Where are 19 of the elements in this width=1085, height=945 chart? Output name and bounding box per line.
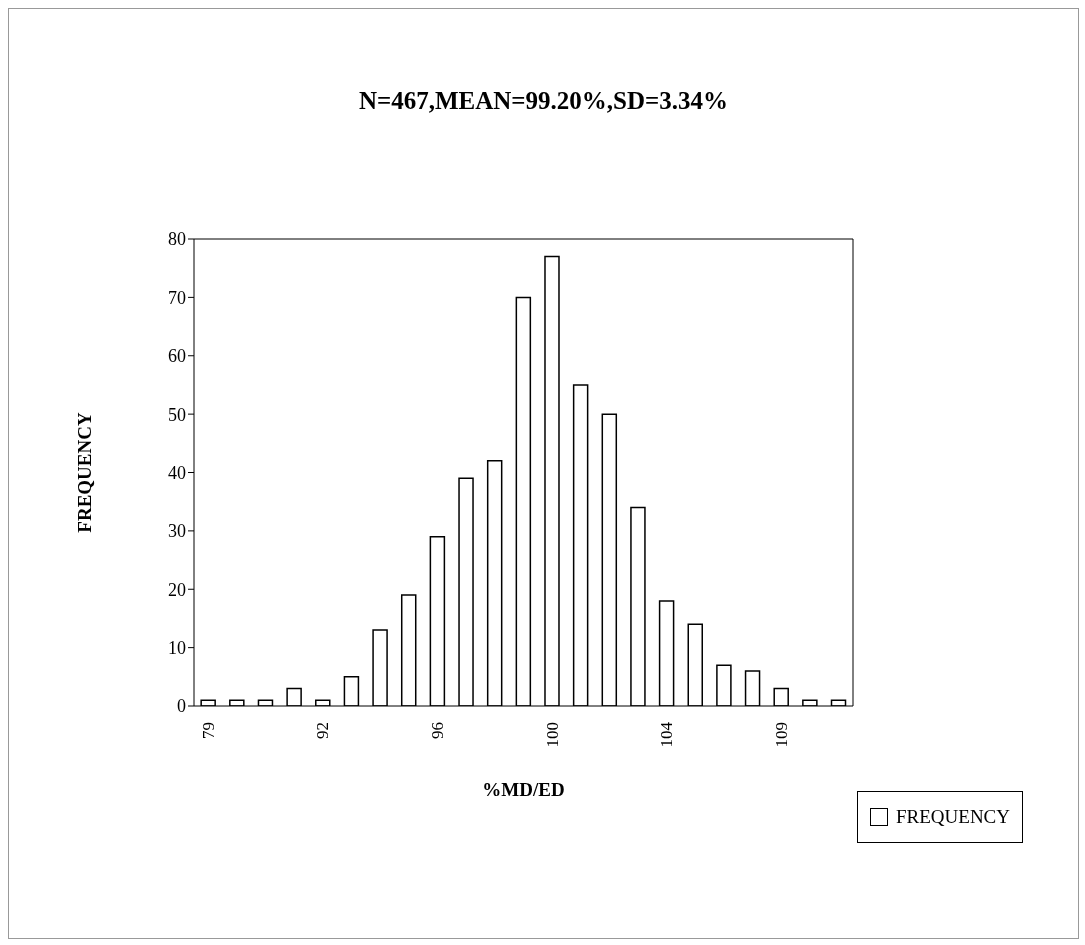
y-axis-title: FREQUENCY xyxy=(73,412,95,533)
y-tick-label: 40 xyxy=(168,462,186,483)
y-tick-label: 0 xyxy=(177,696,186,717)
x-tick-label: 92 xyxy=(313,722,333,739)
y-tick-label: 60 xyxy=(168,346,186,367)
x-tick-label: 96 xyxy=(428,722,448,739)
y-tick-label: 10 xyxy=(168,638,186,659)
x-tick-label: 100 xyxy=(542,722,562,748)
y-tick-label: 70 xyxy=(168,287,186,308)
chart-title: N=467,MEAN=99.20%,SD=3.34% xyxy=(357,87,730,115)
y-tick-label: 80 xyxy=(168,229,186,250)
x-tick-label: 109 xyxy=(771,722,791,748)
legend-label: FREQUENCY xyxy=(896,806,1011,828)
y-tick-label: 20 xyxy=(168,579,186,600)
y-tick-label: 30 xyxy=(168,521,186,542)
x-axis-title: %MD/ED xyxy=(482,779,565,800)
x-tick-label: 104 xyxy=(657,721,677,748)
y-tick-label: 50 xyxy=(168,404,186,425)
x-tick-label: 79 xyxy=(198,722,218,739)
